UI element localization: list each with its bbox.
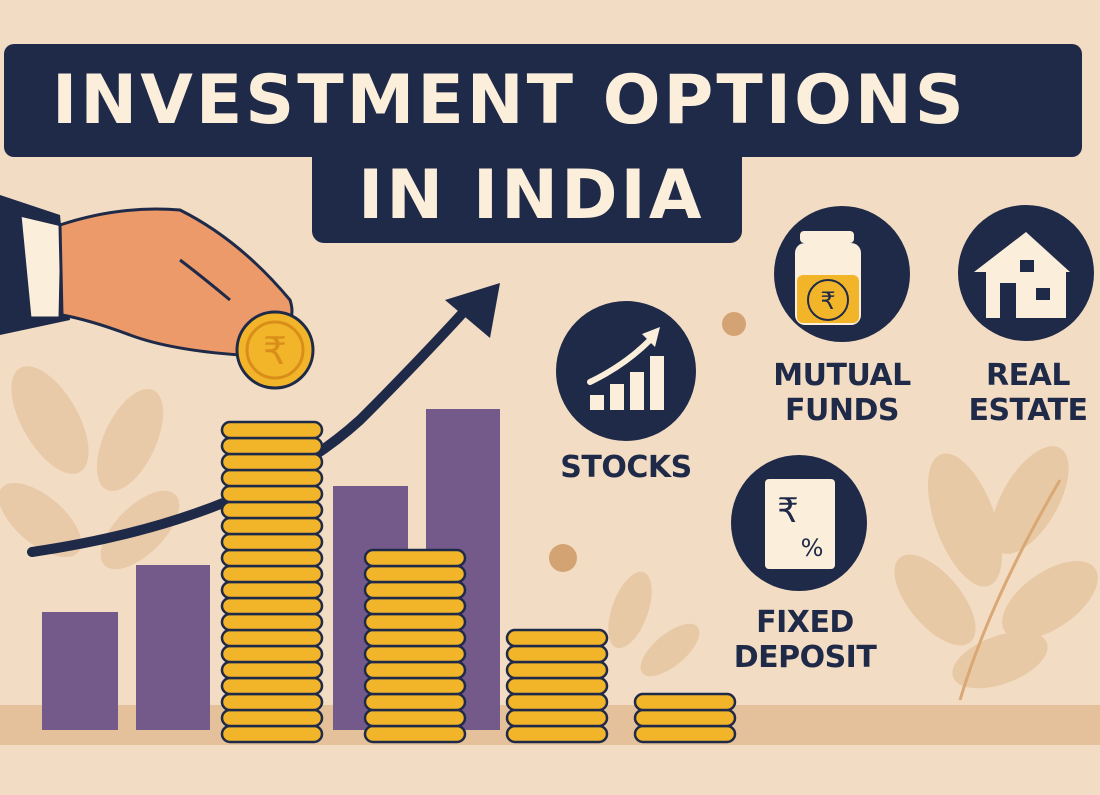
coin <box>220 532 324 552</box>
real-estate-label: REAL ESTATE <box>960 358 1096 428</box>
coin <box>220 452 324 472</box>
title-line-1: INVESTMENT OPTIONS <box>4 44 1082 157</box>
label-line: ESTATE <box>968 393 1088 428</box>
coin <box>363 628 467 648</box>
coin <box>363 692 467 712</box>
coin <box>505 708 609 728</box>
coin <box>220 420 324 440</box>
stocks-icon <box>556 301 696 441</box>
fixed-deposit-icon: ₹ % <box>731 455 867 591</box>
coin <box>505 724 609 744</box>
coin <box>633 692 737 712</box>
coin-stack <box>220 420 324 744</box>
coin <box>220 484 324 504</box>
coin <box>220 724 324 744</box>
coin <box>633 708 737 728</box>
real-estate-icon <box>958 205 1094 341</box>
coin <box>505 692 609 712</box>
mutual-funds-icon: ₹ <box>774 206 910 342</box>
coin <box>363 644 467 664</box>
mutual-funds-label: MUTUAL FUNDS <box>762 358 922 428</box>
rupee-coin: ₹ <box>235 310 315 390</box>
coin <box>363 708 467 728</box>
label-line: FIXED <box>756 605 854 640</box>
coin <box>363 612 467 632</box>
growth-arrow <box>27 300 475 557</box>
coin <box>363 596 467 616</box>
coin <box>220 596 324 616</box>
purple-bar <box>42 612 118 730</box>
coin <box>220 628 324 648</box>
leaf-decoration-middle <box>608 571 700 677</box>
hand-illustration <box>0 195 294 357</box>
dot-decoration <box>549 544 577 572</box>
coin <box>505 660 609 680</box>
coin <box>220 692 324 712</box>
rupee-symbol: ₹ <box>263 329 287 373</box>
rupee-symbol: ₹ <box>777 491 799 531</box>
arrow-head-icon <box>445 283 500 338</box>
coin <box>220 500 324 520</box>
label-line: REAL <box>986 358 1070 393</box>
coin <box>220 580 324 600</box>
purple-bar <box>136 565 210 730</box>
coin <box>633 724 737 744</box>
coin <box>220 516 324 536</box>
coin <box>220 548 324 568</box>
stocks-label: STOCKS <box>560 450 692 485</box>
coin <box>220 708 324 728</box>
coin <box>363 580 467 600</box>
fixed-deposit-label: FIXED DEPOSIT <box>725 605 885 675</box>
percent-symbol: % <box>801 534 824 562</box>
coin-stack <box>633 692 737 744</box>
leaf-decoration-right <box>894 446 1098 701</box>
coin <box>220 676 324 696</box>
label-line: FUNDS <box>785 393 899 428</box>
label-line: DEPOSIT <box>733 640 877 675</box>
coin <box>363 660 467 680</box>
rupee-symbol: ₹ <box>820 287 835 315</box>
coin-stacks <box>220 420 737 744</box>
coin <box>220 612 324 632</box>
leaf-decoration-left <box>0 366 180 570</box>
label-line: MUTUAL <box>773 358 911 393</box>
coin <box>505 676 609 696</box>
dot-decoration <box>722 312 746 336</box>
coin-stack <box>363 548 467 744</box>
coin <box>363 676 467 696</box>
coin <box>505 644 609 664</box>
title-line-2: IN INDIA <box>312 148 742 243</box>
coin <box>220 660 324 680</box>
coin <box>363 724 467 744</box>
coin <box>220 644 324 664</box>
coin-stack <box>505 628 609 744</box>
coin <box>220 436 324 456</box>
coin <box>220 468 324 488</box>
coin <box>363 548 467 568</box>
coin <box>220 564 324 584</box>
coin <box>363 564 467 584</box>
coin <box>505 628 609 648</box>
